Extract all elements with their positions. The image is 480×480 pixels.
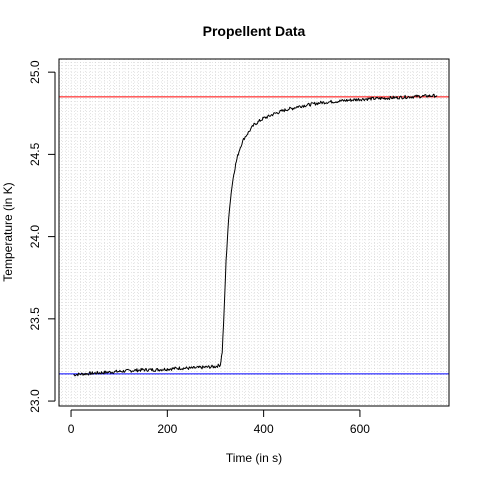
y-tick-label: 23.5 bbox=[28, 307, 42, 331]
x-tick-label: 600 bbox=[350, 422, 370, 436]
x-axis-label: Time (in s) bbox=[226, 451, 282, 465]
y-axis: 23.0 23.5 24.0 24.5 25.0 bbox=[28, 60, 56, 413]
y-axis-label: Temperature (in K) bbox=[1, 182, 15, 281]
chart-title: Propellent Data bbox=[203, 23, 306, 39]
x-axis: 0 200 400 600 bbox=[68, 409, 370, 436]
x-tick-label: 0 bbox=[68, 422, 75, 436]
grid bbox=[59, 59, 449, 406]
plot-frame bbox=[58, 58, 450, 407]
reference-lines bbox=[59, 96, 449, 375]
x-tick-label: 400 bbox=[254, 422, 274, 436]
series bbox=[73, 93, 438, 377]
series-line bbox=[73, 93, 438, 377]
y-tick-label: 24.5 bbox=[28, 142, 42, 166]
x-tick-label: 200 bbox=[157, 422, 177, 436]
y-tick-label: 25.0 bbox=[28, 60, 42, 84]
y-tick-label: 23.0 bbox=[28, 389, 42, 413]
y-tick-label: 24.0 bbox=[28, 225, 42, 249]
